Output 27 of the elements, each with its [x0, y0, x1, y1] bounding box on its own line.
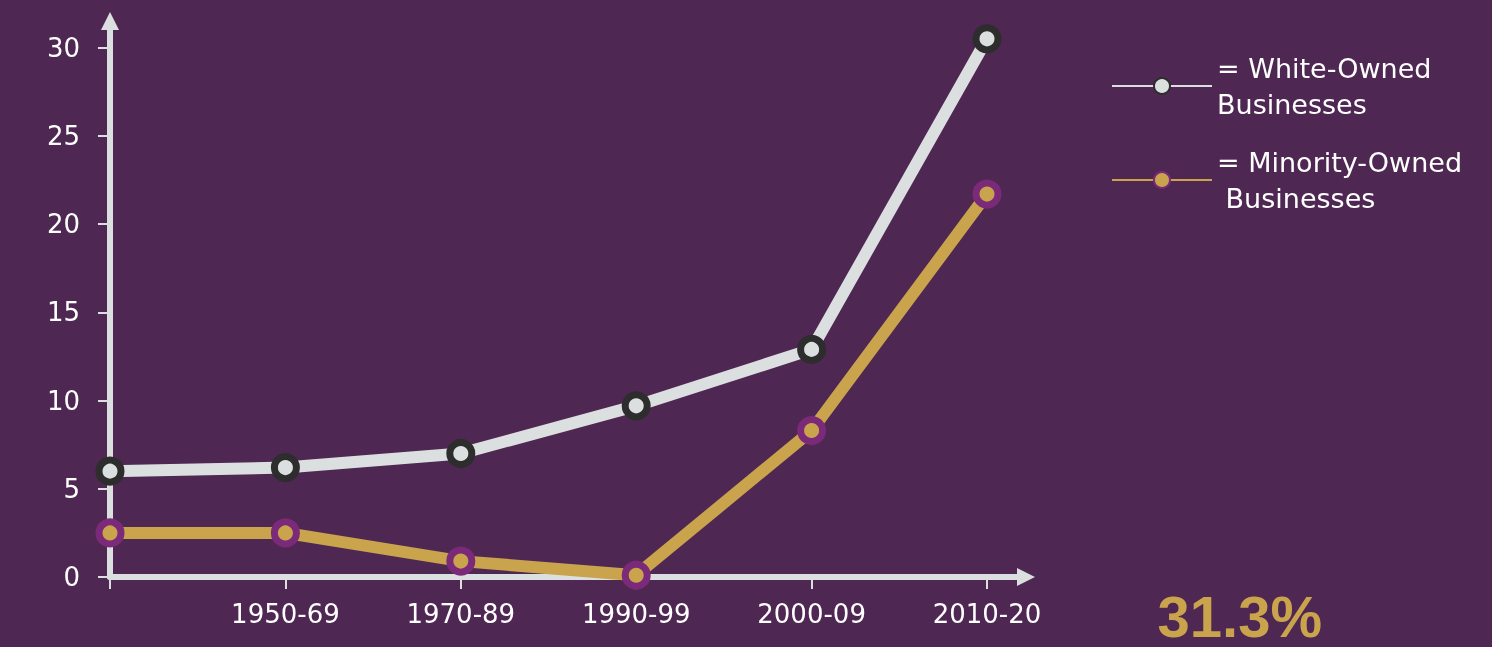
point — [95, 518, 125, 548]
x-tick-label: 1950-69 — [231, 599, 340, 629]
legend-label: = Minority-Owned Businesses — [1217, 146, 1463, 214]
point — [270, 518, 300, 548]
point — [270, 453, 300, 483]
y-tick-label: 20 — [46, 209, 80, 240]
x-tick-label: 2000-09 — [757, 599, 866, 629]
y-tick-label: 25 — [46, 120, 80, 151]
y-tick-label: 0 — [63, 562, 80, 592]
point — [972, 24, 1002, 54]
y-tick-label: 10 — [46, 385, 80, 416]
x-tick-label: 1970-89 — [406, 599, 516, 629]
y-tick-label: 30 — [46, 32, 80, 63]
point — [621, 560, 651, 590]
point — [621, 391, 651, 421]
y-tick-label: 15 — [46, 297, 80, 328]
legend-label: = White-Owned Businesses — [1217, 52, 1440, 120]
x-tick-label: 1990-99 — [581, 599, 691, 629]
point — [446, 438, 476, 468]
point — [95, 456, 125, 486]
point — [972, 179, 1002, 209]
y-tick-label: 5 — [63, 473, 80, 504]
point — [797, 416, 827, 446]
point — [797, 334, 827, 364]
x-tick-label: 2010-20 — [932, 599, 1042, 629]
text: 31.3% — [1157, 583, 1323, 647]
point — [446, 546, 476, 576]
